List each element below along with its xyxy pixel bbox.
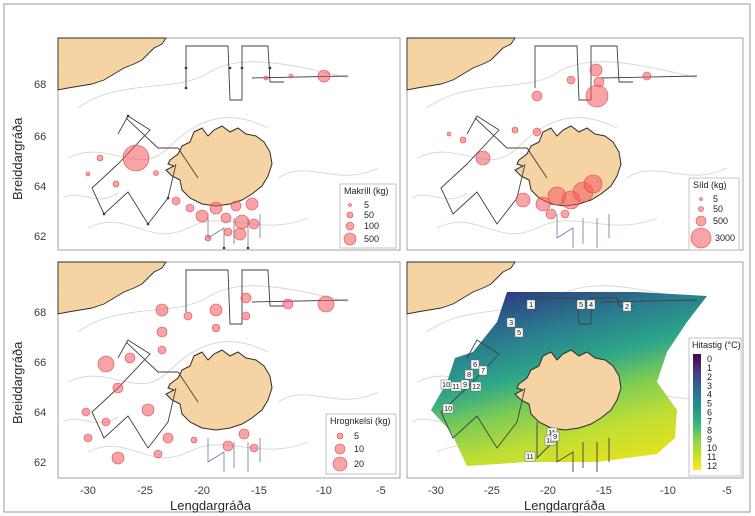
svg-text:11: 11 (452, 382, 460, 391)
x-tick: -15 (251, 485, 267, 497)
x-tick: -15 (596, 485, 612, 497)
legend-title: Makríll (kg) (344, 186, 389, 196)
legend-hrognkelsi: Hrognkelsi (kg) 5 10 20 (325, 413, 397, 475)
legend-title: Hrognkelsi (kg) (330, 416, 391, 426)
color-scale-label: 12 (707, 461, 717, 471)
survey-tracks (440, 297, 698, 472)
x-tick: -5 (376, 485, 386, 497)
svg-text:500: 500 (364, 234, 379, 244)
color-scale-label: 6 (707, 408, 712, 418)
svg-text:11: 11 (526, 452, 534, 461)
station-points (102, 66, 272, 250)
panel-hrognkelsi: Hrognkelsi (kg) 5 10 20 (57, 261, 401, 479)
svg-text:5: 5 (713, 194, 718, 204)
svg-text:10: 10 (354, 444, 364, 454)
y-axis-title-bottom: Breiddargráða (10, 341, 25, 424)
svg-text:5: 5 (579, 300, 583, 309)
svg-text:10: 10 (444, 404, 452, 413)
y-tick: 62 (34, 457, 46, 469)
svg-text:7: 7 (481, 366, 485, 375)
catch-bubbles (81, 292, 335, 465)
color-scale-label: 9 (707, 434, 712, 444)
x-tick: -30 (428, 485, 444, 497)
x-axis-title-right: Lengdargráða (524, 498, 606, 513)
catch-bubbles (446, 63, 652, 220)
legend-makrill: Makríll (kg) 5 50 100 500 (339, 183, 397, 249)
color-scale-label: 10 (707, 443, 717, 453)
color-scale-label: 7 (707, 416, 712, 426)
color-scale-label: 1 (707, 363, 712, 373)
svg-text:20: 20 (354, 459, 364, 469)
color-scale-bar (693, 354, 701, 470)
panel-sild: Síld (kg) 5 50 500 3000 (406, 37, 744, 251)
svg-text:4: 4 (589, 300, 593, 309)
x-tick: -25 (137, 485, 153, 497)
color-scale-label: 3 (707, 381, 712, 391)
svg-text:3000: 3000 (715, 233, 735, 243)
figure-frame (3, 3, 751, 513)
x-tick: -10 (660, 485, 676, 497)
x-tick: -20 (194, 485, 210, 497)
x-tick: -30 (80, 485, 96, 497)
legend-sild: Síld (kg) 5 50 500 3000 (688, 177, 740, 251)
svg-text:10: 10 (546, 436, 554, 445)
y-tick: 68 (34, 307, 46, 319)
color-scale-label: 4 (707, 390, 712, 400)
panel-hitastig: 1 5 4 2 3 5 6 8 7 9 11 10 12 10 11 10 9 … (406, 261, 744, 479)
x-tick: -5 (722, 485, 732, 497)
y-tick: 64 (34, 181, 46, 193)
legend-title: Síld (kg) (693, 180, 727, 190)
svg-text:12: 12 (472, 382, 480, 391)
x-axis-left: -30 -25 -20 -15 -10 -5 (80, 485, 386, 497)
y-tick: 62 (34, 231, 46, 243)
x-axis-title-left: Lengdargráða (170, 498, 252, 513)
svg-text:5: 5 (364, 200, 369, 210)
color-scale-label: 11 (707, 452, 716, 462)
y-tick: 66 (34, 357, 46, 369)
svg-text:500: 500 (713, 216, 728, 226)
color-scale-label: 0 (707, 354, 712, 364)
svg-text:5: 5 (517, 328, 521, 337)
svg-text:9: 9 (463, 380, 467, 389)
svg-text:5: 5 (354, 431, 359, 441)
svg-text:8: 8 (467, 370, 471, 379)
isoline-labels: 1 5 4 2 3 5 6 8 7 9 11 10 12 10 11 10 9 … (440, 299, 632, 462)
color-scale-label: 8 (707, 425, 712, 435)
svg-text:3: 3 (509, 318, 513, 327)
y-axis-title-top: Breiddargráða (10, 117, 25, 200)
svg-text:50: 50 (713, 204, 723, 214)
panel-makrill: Makríll (kg) 5 50 100 500 (57, 37, 401, 251)
svg-text:6: 6 (473, 360, 477, 369)
y-tick: 66 (34, 131, 46, 143)
svg-text:1: 1 (529, 300, 533, 309)
svg-text:9: 9 (553, 432, 557, 441)
y-tick: 68 (34, 79, 46, 91)
svg-text:50: 50 (364, 210, 374, 220)
x-tick: -20 (540, 485, 556, 497)
svg-text:2: 2 (625, 302, 629, 311)
y-axis-bottom: 68 66 64 62 (34, 307, 46, 469)
svg-text:100: 100 (364, 221, 379, 231)
y-axis-top: 68 66 64 62 (34, 79, 46, 243)
x-tick: -25 (484, 485, 500, 497)
legend-title: Hitastig (°C) (692, 340, 741, 350)
color-scale-label: 5 (707, 399, 712, 409)
svg-text:10: 10 (442, 380, 450, 389)
x-tick: -10 (316, 485, 332, 497)
y-tick: 64 (34, 407, 46, 419)
catch-bubbles (85, 69, 331, 242)
color-scale-label: 2 (707, 372, 712, 382)
x-axis-right: -30 -25 -20 -15 -10 -5 (428, 485, 732, 497)
